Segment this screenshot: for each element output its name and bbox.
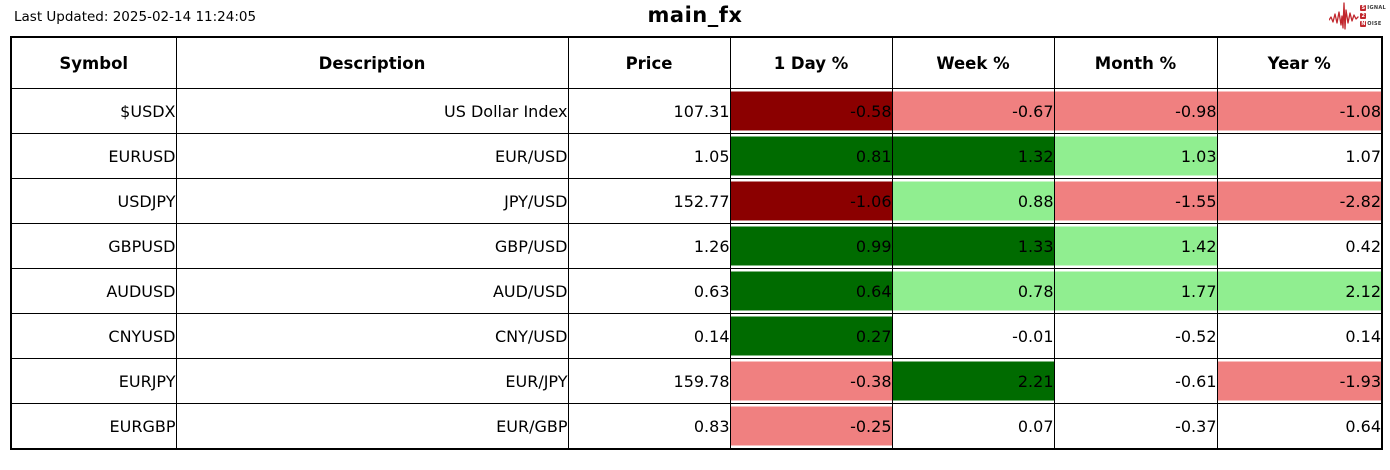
logo-badge-n: N	[1360, 21, 1367, 27]
description-cell: US Dollar Index	[175, 88, 569, 134]
table-row: EURJPY EUR/JPY 159.78 -0.38 2.21 -0.61 -1.93	[10, 358, 1383, 404]
logo-badge-2: 2	[1360, 13, 1367, 19]
logo-text-ignal: IGNAL	[1367, 5, 1386, 11]
year-pct-cell: 1.07	[1216, 133, 1383, 179]
week-pct-cell: -0.67	[891, 88, 1055, 134]
price-cell: 1.26	[567, 223, 731, 269]
month-pct-cell: -0.52	[1053, 313, 1218, 359]
table-row: USDJPY JPY/USD 152.77 -1.06 0.88 -1.55 -2.82	[10, 178, 1383, 224]
symbol-cell: $USDX	[10, 88, 177, 134]
table-row: GBPUSD GBP/USD 1.26 0.99 1.33 1.42 0.42	[10, 223, 1383, 269]
column-header-price: Price	[567, 36, 731, 89]
description-cell: AUD/USD	[175, 268, 569, 314]
column-header-week: Week %	[891, 36, 1055, 89]
description-cell: CNY/USD	[175, 313, 569, 359]
year-pct-cell: 2.12	[1216, 268, 1383, 314]
day-pct-cell: -0.38	[729, 358, 893, 404]
price-cell: 152.77	[567, 178, 731, 224]
fx-table: Symbol Description Price 1 Day % Week % Month…	[10, 36, 1383, 450]
table-row: $USDX US Dollar Index 107.31 -0.58 -0.67 -0.9…	[10, 88, 1383, 134]
symbol-cell: EURJPY	[10, 358, 177, 404]
year-pct-cell: -2.82	[1216, 178, 1383, 224]
logo-text-oise: OISE	[1367, 21, 1382, 27]
week-pct-cell: 1.33	[891, 223, 1055, 269]
day-pct-cell: -0.25	[729, 403, 893, 450]
day-pct-cell: 0.64	[729, 268, 893, 314]
last-updated-timestamp: Last Updated: 2025-02-14 11:24:05	[14, 9, 257, 25]
column-header-description: Description	[175, 36, 569, 89]
waveform-icon	[1329, 2, 1359, 30]
week-pct-cell: 0.07	[891, 403, 1055, 450]
price-cell: 1.05	[567, 133, 731, 179]
year-pct-cell: 0.42	[1216, 223, 1383, 269]
description-cell: EUR/USD	[175, 133, 569, 179]
logo-text: S IGNAL 2 N OISE	[1360, 5, 1386, 28]
column-header-month: Month %	[1053, 36, 1218, 89]
price-cell: 159.78	[567, 358, 731, 404]
top-bar: Last Updated: 2025-02-14 11:24:05 main_f…	[0, 0, 1390, 36]
table-row: CNYUSD CNY/USD 0.14 0.27 -0.01 -0.52 0.14	[10, 313, 1383, 359]
month-pct-cell: -0.98	[1053, 88, 1218, 134]
symbol-cell: CNYUSD	[10, 313, 177, 359]
logo-line-signal: S IGNAL	[1360, 5, 1386, 12]
symbol-cell: AUDUSD	[10, 268, 177, 314]
symbol-cell: EURUSD	[10, 133, 177, 179]
day-pct-cell: 0.81	[729, 133, 893, 179]
week-pct-cell: 2.21	[891, 358, 1055, 404]
page-title: main_fx	[647, 3, 743, 27]
year-pct-cell: -1.93	[1216, 358, 1383, 404]
day-pct-cell: 0.27	[729, 313, 893, 359]
week-pct-cell: 0.88	[891, 178, 1055, 224]
description-cell: EUR/GBP	[175, 403, 569, 450]
week-pct-cell: -0.01	[891, 313, 1055, 359]
day-pct-cell: -1.06	[729, 178, 893, 224]
year-pct-cell: -1.08	[1216, 88, 1383, 134]
header-row: Symbol Description Price 1 Day % Week % Month…	[10, 36, 1383, 89]
logo-badge-s: S	[1360, 5, 1367, 11]
month-pct-cell: 1.42	[1053, 223, 1218, 269]
day-pct-cell: -0.58	[729, 88, 893, 134]
month-pct-cell: -0.61	[1053, 358, 1218, 404]
day-pct-cell: 0.99	[729, 223, 893, 269]
month-pct-cell: 1.03	[1053, 133, 1218, 179]
table-body: $USDX US Dollar Index 107.31 -0.58 -0.67 -0.9…	[10, 88, 1383, 450]
price-cell: 0.83	[567, 403, 731, 450]
column-header-symbol: Symbol	[10, 36, 177, 89]
week-pct-cell: 1.32	[891, 133, 1055, 179]
column-header-1-day: 1 Day %	[729, 36, 893, 89]
logo-line-2: 2	[1360, 13, 1386, 20]
table-row: AUDUSD AUD/USD 0.63 0.64 0.78 1.77 2.12	[10, 268, 1383, 314]
month-pct-cell: 1.77	[1053, 268, 1218, 314]
month-pct-cell: -0.37	[1053, 403, 1218, 450]
table-row: EURUSD EUR/USD 1.05 0.81 1.32 1.03 1.07	[10, 133, 1383, 179]
month-pct-cell: -1.55	[1053, 178, 1218, 224]
symbol-cell: USDJPY	[10, 178, 177, 224]
price-cell: 0.14	[567, 313, 731, 359]
description-cell: GBP/USD	[175, 223, 569, 269]
symbol-cell: EURGBP	[10, 403, 177, 450]
symbol-cell: GBPUSD	[10, 223, 177, 269]
week-pct-cell: 0.78	[891, 268, 1055, 314]
column-header-year: Year %	[1216, 36, 1383, 89]
year-pct-cell: 0.64	[1216, 403, 1383, 450]
logo-line-noise: N OISE	[1360, 21, 1386, 28]
price-cell: 0.63	[567, 268, 731, 314]
year-pct-cell: 0.14	[1216, 313, 1383, 359]
signal2noise-logo: S IGNAL 2 N OISE	[1329, 2, 1386, 30]
description-cell: EUR/JPY	[175, 358, 569, 404]
table-row: EURGBP EUR/GBP 0.83 -0.25 0.07 -0.37 0.64	[10, 403, 1383, 450]
description-cell: JPY/USD	[175, 178, 569, 224]
price-cell: 107.31	[567, 88, 731, 134]
